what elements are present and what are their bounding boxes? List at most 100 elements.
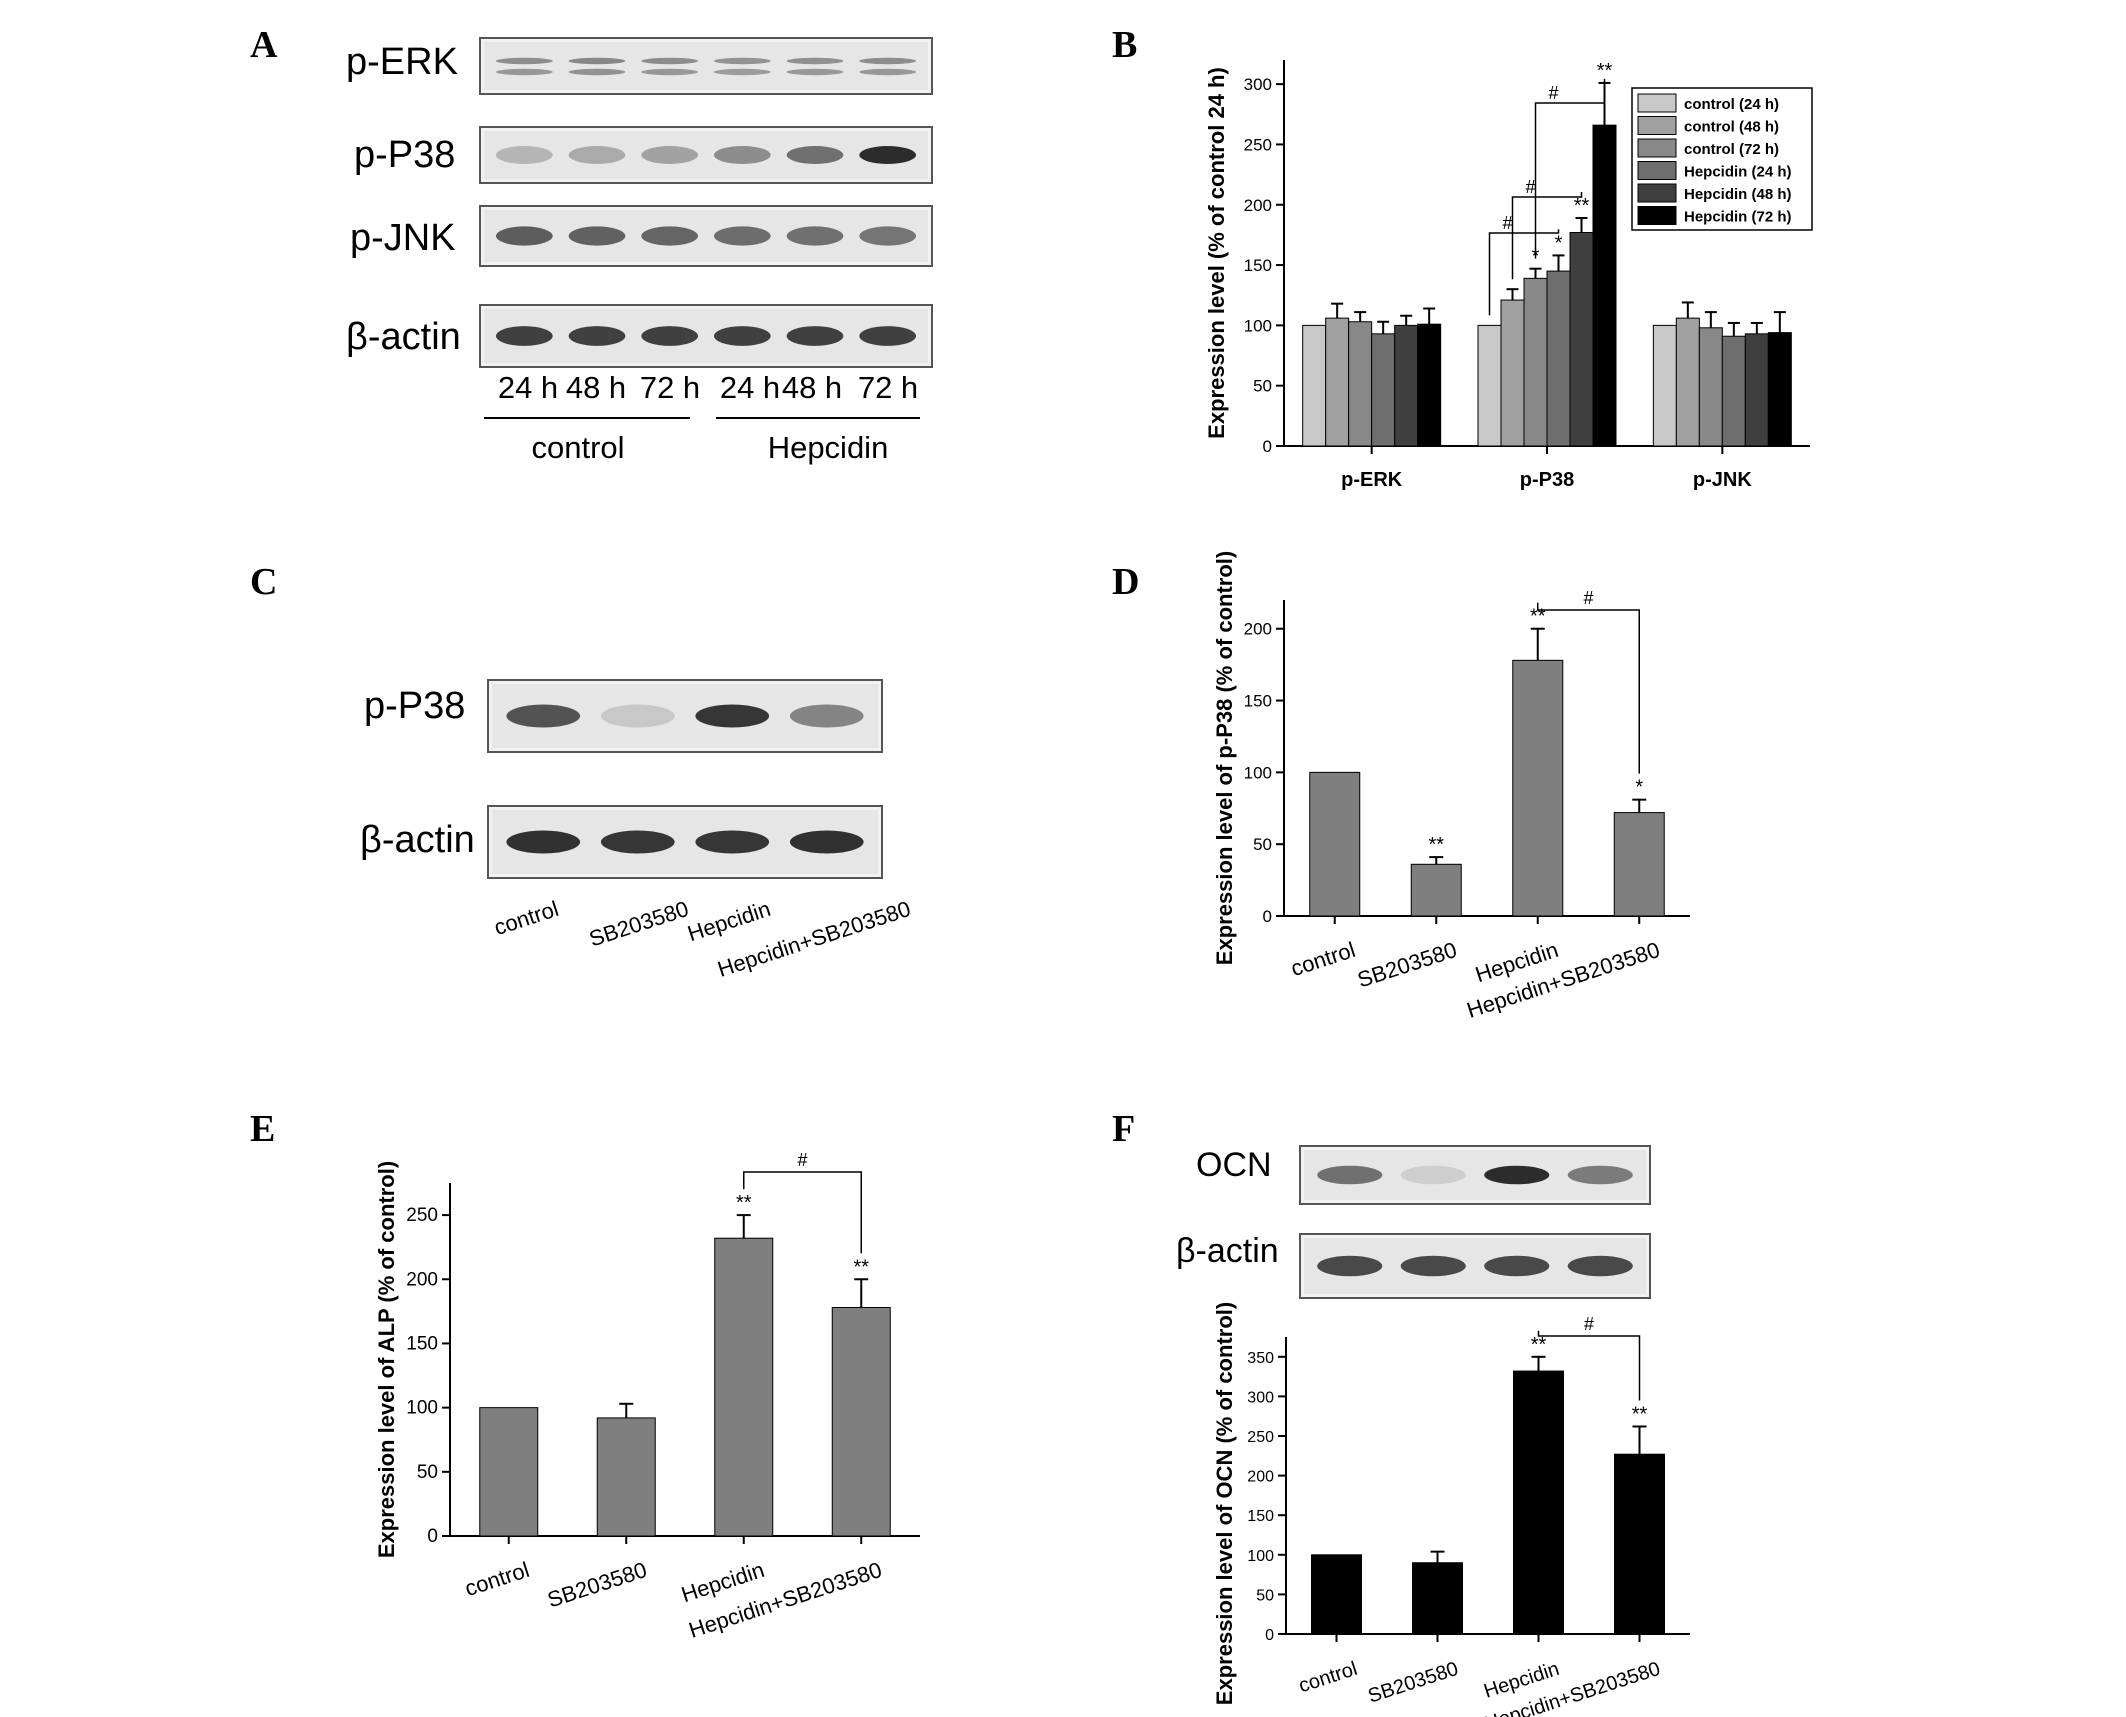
bar	[1302, 324, 1327, 447]
y-tick-label: 0	[1263, 907, 1272, 926]
chart-f: 0 50 100 150 200 250 300 350 Expression level of…	[1212, 1302, 1690, 1717]
y-tick-label: 50	[1253, 835, 1272, 854]
x-tick-label: p-P38	[1520, 469, 1574, 491]
legend-swatch	[1637, 206, 1677, 225]
blot-band	[495, 68, 553, 76]
blot-band	[1317, 1255, 1383, 1277]
y-tick-label: 200	[406, 1269, 438, 1290]
significance-mark: *	[1635, 777, 1643, 799]
x-tick-label: SB203580	[1354, 937, 1459, 993]
bar	[1698, 327, 1723, 447]
bar	[1325, 317, 1350, 447]
bar	[1371, 333, 1396, 447]
bar	[1311, 1554, 1362, 1635]
blot-band	[786, 146, 844, 164]
y-tick-label: 300	[1244, 75, 1272, 94]
bar	[1744, 333, 1769, 447]
significance-mark: **	[736, 1192, 752, 1214]
significance-bracket	[1537, 1330, 1641, 1401]
significance-bracket	[743, 1171, 862, 1254]
blot-band	[600, 830, 675, 854]
blot-background	[484, 309, 928, 363]
lane-label: control	[491, 896, 562, 940]
x-tick-label: p-ERK	[1341, 469, 1403, 491]
chart-d: 0 50 100 150 200 Expression level of p-P38 (%…	[1212, 551, 1690, 1023]
blot-band	[495, 57, 553, 65]
y-axis-title: Expression level (% of control 24 h)	[1204, 67, 1229, 439]
legend-swatch	[1637, 116, 1677, 135]
y-tick-label: 250	[1244, 135, 1272, 154]
blot-band	[786, 226, 844, 246]
y-tick-label: 0	[1263, 437, 1272, 456]
blot-band	[713, 57, 771, 65]
bar	[1394, 324, 1419, 447]
lane-label: 24 h	[720, 370, 780, 405]
blot-background	[484, 42, 928, 90]
bar	[1721, 335, 1746, 447]
panel-label-b: B	[1112, 24, 1137, 66]
bar	[1348, 321, 1373, 447]
blot-band	[695, 830, 770, 854]
hash-mark: #	[797, 1150, 807, 1170]
significance-bracket	[1534, 78, 1606, 259]
significance-mark: **	[1531, 1334, 1547, 1356]
blot-band	[641, 57, 699, 65]
significance-mark: **	[1632, 1403, 1648, 1425]
x-tick-label: Hepcidin+SB203580	[686, 1557, 885, 1643]
hash-mark: #	[1525, 177, 1535, 197]
x-tick-label: SB203580	[544, 1557, 649, 1613]
bar	[1410, 863, 1462, 917]
significance-bracket	[1537, 602, 1640, 774]
lane-label: 48 h	[782, 370, 842, 405]
blot-band	[1484, 1165, 1550, 1185]
y-tick-label: 100	[1244, 763, 1272, 782]
blot-band	[495, 146, 553, 164]
blot-band	[713, 326, 771, 346]
y-axis-title: Expression level of OCN (% of control)	[1212, 1302, 1237, 1705]
y-tick-label: 150	[1244, 692, 1272, 711]
bar	[1309, 771, 1361, 917]
x-tick-label: control	[1288, 937, 1359, 981]
blot-band	[495, 326, 553, 346]
blot-band	[695, 704, 770, 728]
panel-label-c: C	[250, 561, 277, 603]
lane-label: 48 h	[566, 370, 626, 405]
y-tick-label: 250	[406, 1205, 438, 1226]
y-tick-label: 300	[1247, 1389, 1274, 1406]
bar	[1512, 659, 1564, 917]
y-tick-label: 100	[1244, 316, 1272, 335]
blot-band	[859, 57, 917, 65]
blot-band	[641, 68, 699, 76]
blot-f-label-ocn: OCN	[1196, 1146, 1272, 1184]
blot-band	[641, 226, 699, 246]
y-tick-label: 350	[1247, 1350, 1274, 1367]
legend-swatch	[1637, 93, 1677, 113]
blot-f-label-actin: β-actin	[1176, 1232, 1279, 1270]
y-tick-label: 150	[1244, 256, 1272, 275]
x-tick-label: control	[462, 1557, 533, 1601]
legend-swatch	[1637, 161, 1677, 180]
blot-band	[859, 326, 917, 346]
blot-band	[568, 57, 626, 65]
lane-label: 72 h	[858, 370, 918, 405]
group-label-hepcidin: Hepcidin	[768, 430, 889, 465]
y-axis-title: Expression level of p-P38 (% of control)	[1212, 551, 1237, 965]
lane-label: SB203580	[586, 896, 691, 952]
hash-mark: #	[1548, 83, 1558, 103]
blot-band	[786, 326, 844, 346]
hash-mark: #	[1584, 1314, 1594, 1334]
blot-background	[484, 131, 928, 179]
bar	[1513, 1370, 1564, 1635]
blot-band	[786, 57, 844, 65]
blot-band	[568, 226, 626, 246]
blot-band	[495, 226, 553, 246]
hash-mark: #	[1502, 213, 1512, 233]
blot-band	[600, 704, 675, 728]
bar	[1523, 277, 1548, 447]
blot-band	[1567, 1165, 1633, 1185]
lane-label: 24 h	[498, 370, 558, 405]
bar	[479, 1407, 539, 1537]
legend-label: Hepcidin (24 h)	[1684, 164, 1792, 181]
blot-band	[786, 68, 844, 76]
blot-band	[568, 68, 626, 76]
